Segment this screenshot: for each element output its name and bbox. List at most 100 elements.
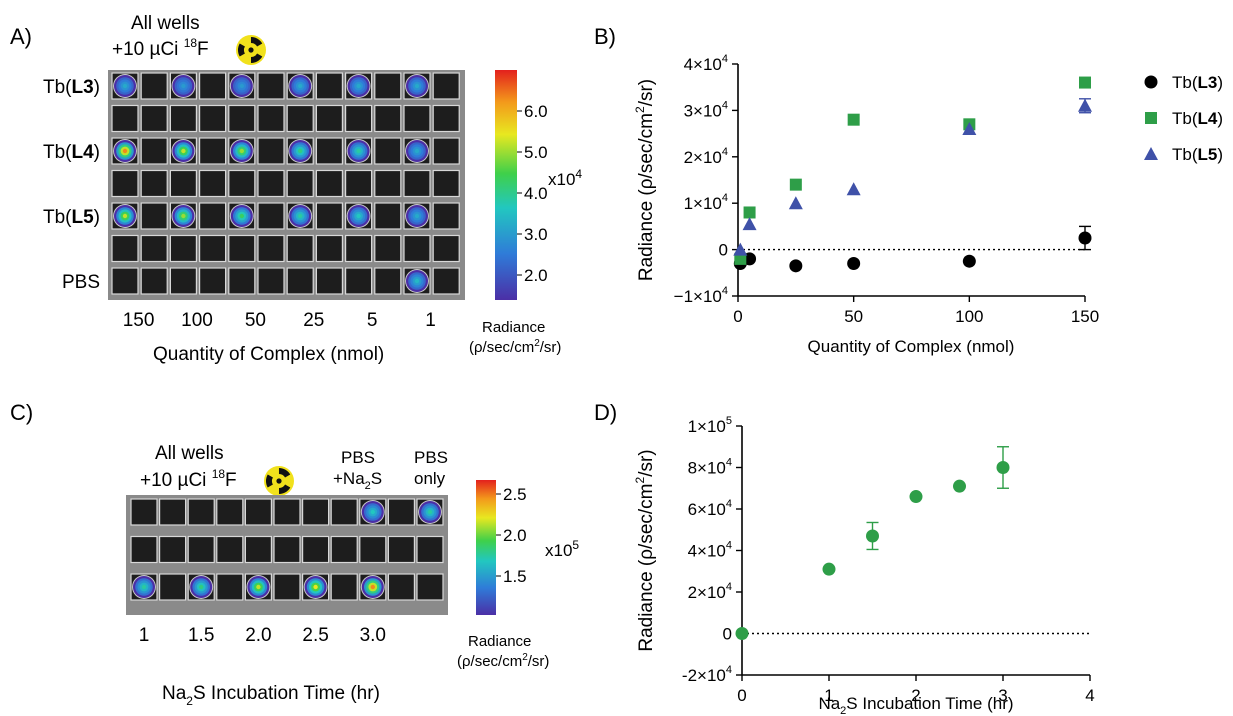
plate-well [140,234,168,263]
chart-d: 1×105 8×104 6×104 4×104 2×104 0 -2×104 0 1 2 3 4 Rad… [633,415,1095,716]
data-point [743,206,756,219]
glowing-well-signal [370,509,376,515]
x-tick-label: 150 [1071,307,1099,326]
legend-marker [1144,147,1158,160]
column-label: 25 [303,310,324,331]
plate-well [315,104,343,133]
plate-well [286,267,314,295]
colorbar-a-ticks: 6.0 5.0 4.0 3.0 2.0 [517,102,548,285]
plate-well [187,535,215,564]
plate-well [199,267,227,295]
plate-well [432,267,460,295]
plate-well [416,573,444,601]
data-point [788,196,803,210]
plate-well [330,498,358,526]
column-label: 1 [425,310,436,331]
glowing-well-signal [356,148,361,154]
plate-well [315,169,343,198]
column-label: 50 [245,310,266,331]
data-point [847,257,861,271]
plate-well [228,104,256,133]
y-tick-label: 4×104 [684,53,728,74]
plate-well [387,535,415,564]
colorbar-a-title-line2: (ρ/sec/cm2/sr) [469,338,561,356]
legend-label: Tb(L3) [1172,73,1223,92]
glowing-well-signal [122,83,128,89]
plate-well [374,202,402,230]
colorbar-tick-label: 3.0 [524,225,548,244]
plate-well [330,535,358,564]
data-point [847,113,860,126]
plate-well [169,267,197,295]
plate-well [286,169,314,198]
plate-well [111,104,139,133]
plate-well [257,234,285,263]
row-label: PBS [62,272,100,293]
plate-well [257,267,285,295]
plate-well [387,498,415,526]
y-tick-label: 8×104 [688,457,732,478]
glowing-well-signal [427,509,433,515]
x-tick-label: 1 [824,686,833,705]
plate-well [257,72,285,100]
plate-well [359,535,387,564]
plate-well [315,137,343,165]
data-point [909,490,923,504]
plate-well [374,72,402,100]
pbs-na2s-label-line2: +Na2S [333,469,382,492]
data-point [743,252,757,266]
data-point [789,259,803,273]
y-tick-label: 0 [719,241,728,260]
legend-label: Tb(L5) [1172,145,1223,164]
data-point [742,217,757,231]
x-axis-label: Quantity of Complex (nmol) [808,337,1015,356]
panel-c-header-line1: All wells [155,443,224,464]
column-label: 150 [123,310,155,331]
row-label: Tb(L4) [43,142,100,163]
panel-c-xlabel: Na2S Incubation Time (hr) [162,683,380,708]
radiation-trefoil-icon [236,35,266,65]
plate-well [403,234,431,263]
glowing-well-signal [297,148,303,154]
panel-b-label: B) [594,24,616,49]
y-axis-label: Radiance (ρ/sec/cm2/sr) [633,449,657,651]
plate-a-row-labels: Tb(L3) Tb(L4) Tb(L5) PBS [43,77,100,293]
pbs-na2s-label-line1: PBS [341,448,375,467]
legend-marker [1144,75,1158,89]
plate-well [432,137,460,165]
plate-well [199,234,227,263]
y-tick-label: 2×104 [684,146,728,167]
colorbar-c [476,480,496,615]
data-point [846,182,861,196]
plate-well [169,169,197,198]
plate-well [216,498,244,526]
data-point [822,562,836,576]
column-label: 1 [139,625,150,646]
glowing-well-signal [181,213,186,219]
y-tick-label: 0 [723,625,732,644]
glowing-well-signal [370,584,376,590]
plate-well [199,137,227,165]
legend-label: Tb(L4) [1172,109,1223,128]
y-tick-label: -2×104 [682,664,732,685]
glowing-well-signal [356,213,361,219]
column-label: 1.5 [188,625,214,646]
plate-well [257,104,285,133]
data-point [1078,231,1092,245]
colorbar-tick-label: 6.0 [524,102,548,121]
panel-b: B) 4×104 3×104 2×104 1×104 0 −1×104 0 50 100 150 R… [594,24,1223,356]
plate-well [286,104,314,133]
data-point [789,178,802,191]
panel-c-label: C) [10,400,33,425]
plate-well [315,202,343,230]
y-tick-label: 1×104 [684,192,728,213]
panel-a-header-line2: +10 µCi 18F [112,36,209,60]
plate-well [345,267,373,295]
glowing-well-signal [414,148,420,154]
plate-well [140,104,168,133]
plate-well [374,137,402,165]
colorbar-tick-label: 2.5 [503,485,527,504]
data-point [1079,76,1091,89]
plate-well [159,535,187,564]
colorbar-a-title-line1: Radiance [482,319,545,336]
